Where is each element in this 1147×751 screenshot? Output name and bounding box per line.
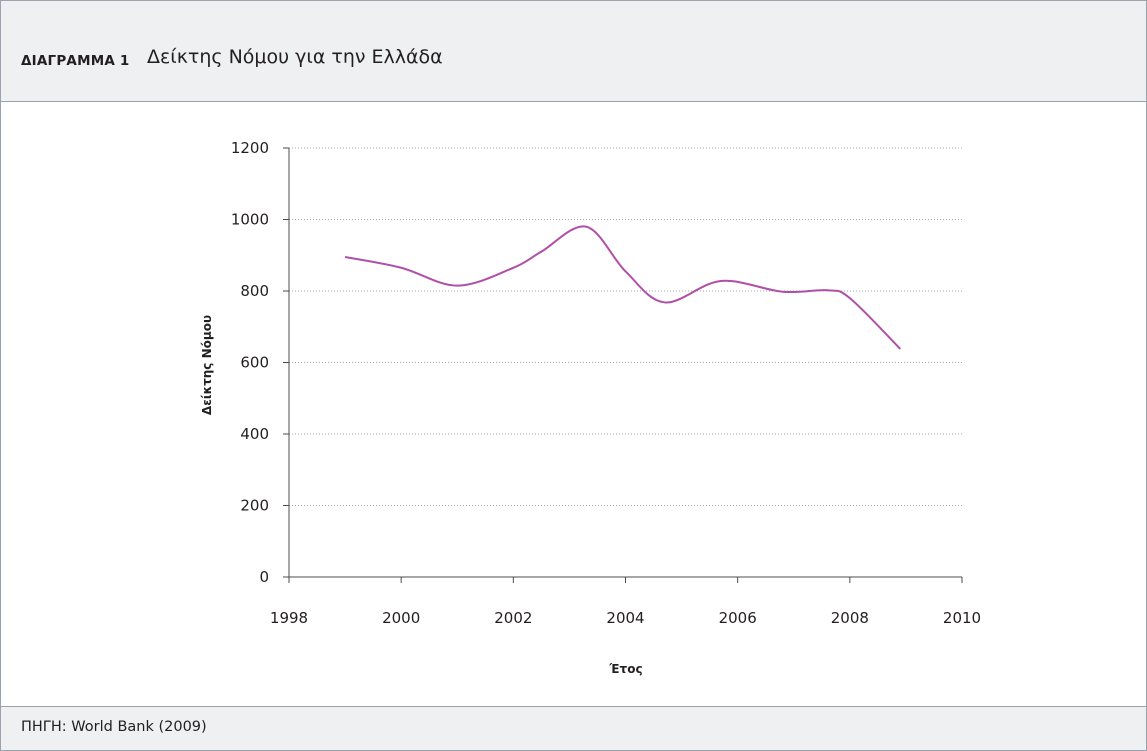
- x-tick-label-2010: 2010: [943, 609, 981, 627]
- y-tick-label-1200: 1200: [231, 139, 269, 157]
- series-line-0: [344, 225, 902, 350]
- series-layer: [344, 225, 902, 350]
- figure-title: Δείκτης Νόμου για την Ελλάδα: [147, 46, 443, 68]
- figure-label: ΔΙΑΓΡΑΜΜΑ 1: [21, 53, 130, 69]
- x-tick-label-2002: 2002: [494, 609, 532, 627]
- x-axis-title: Έτος: [608, 662, 642, 676]
- source-note: ΠΗΓΗ: World Bank (2009): [21, 719, 207, 735]
- line-chart: 0 200 400 600 800 1000 1200 1998 2000 2002 2004 200…: [200, 139, 981, 676]
- x-tick-label-2006: 2006: [719, 609, 757, 627]
- x-tick-label-2000: 2000: [382, 609, 420, 627]
- y-tick-label-0: 0: [259, 568, 269, 586]
- x-tick-label-1998: 1998: [270, 609, 308, 627]
- x-tick-label-2004: 2004: [606, 609, 644, 627]
- y-tick-label-400: 400: [240, 425, 269, 443]
- gridlines: [289, 147, 962, 506]
- y-tick-label-200: 200: [240, 497, 269, 515]
- x-tick-label-2008: 2008: [831, 609, 869, 627]
- y-axis-title: Δείκτης Νόμου: [200, 315, 214, 415]
- axes: [283, 147, 963, 583]
- y-tick-label-1000: 1000: [231, 211, 269, 229]
- plot-area: 0 200 400 600 800 1000 1200 1998 2000 2002 2004 200…: [1, 102, 1146, 707]
- tick-labels: 0 200 400 600 800 1000 1200 1998 2000 2002 2004 200…: [231, 139, 981, 627]
- y-tick-label-600: 600: [240, 354, 269, 372]
- y-tick-label-800: 800: [240, 282, 269, 300]
- figure-header: ΔΙΑΓΡΑΜΜΑ 1 Δείκτης Νόμου για την Ελλάδα: [1, 1, 1146, 102]
